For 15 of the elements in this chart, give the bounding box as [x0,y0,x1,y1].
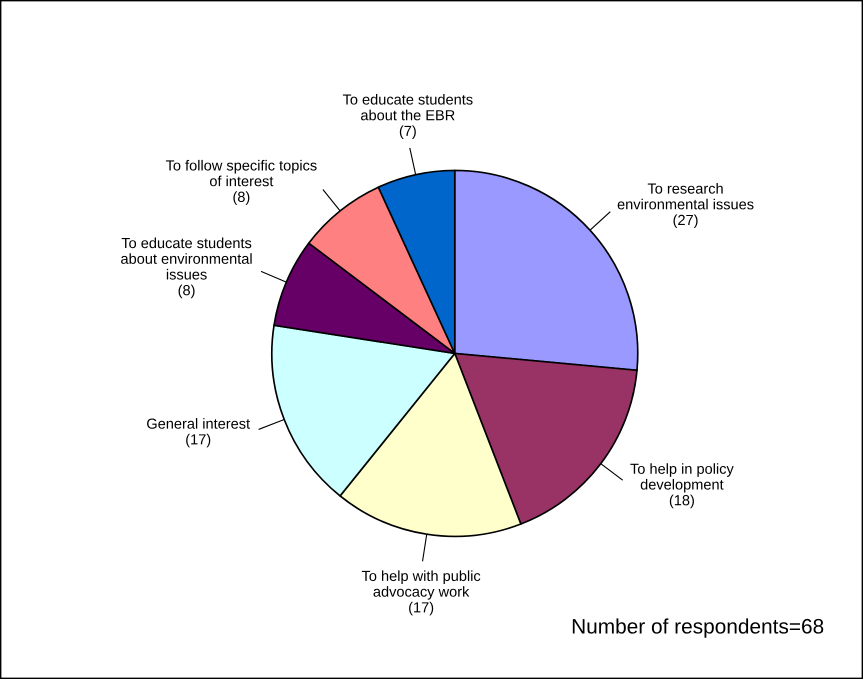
data-label: (18) [670,494,694,508]
data-label: (8) [233,191,250,205]
slice-label: To help in policy development [630,463,734,493]
data-label: (17) [409,602,434,616]
data-label: (27) [673,214,698,228]
data-label: (7) [400,125,416,139]
slice-label: To help with public advocacy work [362,570,480,600]
slice-label: General interest [147,418,250,429]
data-label: (8) [178,284,195,298]
slice-label: To research environmental issues [618,183,754,210]
slice-label: To educate students about environmental issues [121,237,252,280]
slice-label: To follow specific topics of interest [166,160,317,186]
slice-label: To educate students about the EBR [342,94,473,120]
data-label: (17) [186,434,210,448]
text: Number of respondents=68 [572,618,824,638]
